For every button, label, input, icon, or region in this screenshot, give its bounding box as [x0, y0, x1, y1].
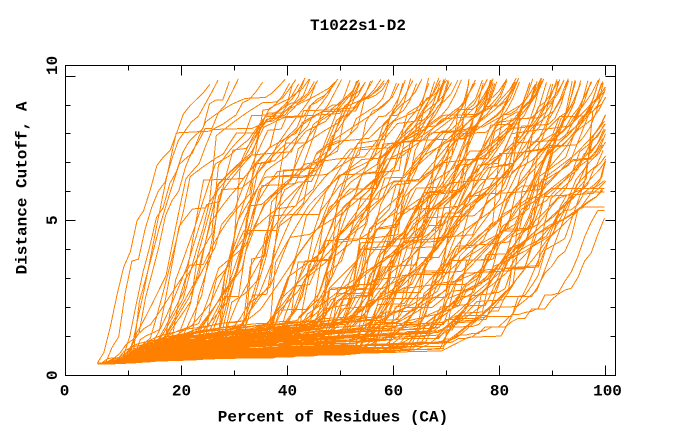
svg-text:Percent of Residues (CA): Percent of Residues (CA) [218, 409, 448, 427]
svg-text:0: 0 [60, 383, 70, 401]
svg-text:40: 40 [278, 383, 297, 401]
svg-text:20: 20 [172, 383, 191, 401]
svg-text:60: 60 [384, 383, 403, 401]
svg-text:0: 0 [44, 370, 62, 380]
svg-text:10: 10 [44, 56, 62, 75]
svg-text:80: 80 [490, 383, 509, 401]
svg-text:Distance Cutoff, A: Distance Cutoff, A [13, 101, 31, 274]
svg-text:100: 100 [593, 383, 622, 401]
svg-text:5: 5 [44, 215, 62, 225]
svg-text:T1022s1-D2: T1022s1-D2 [310, 17, 406, 35]
